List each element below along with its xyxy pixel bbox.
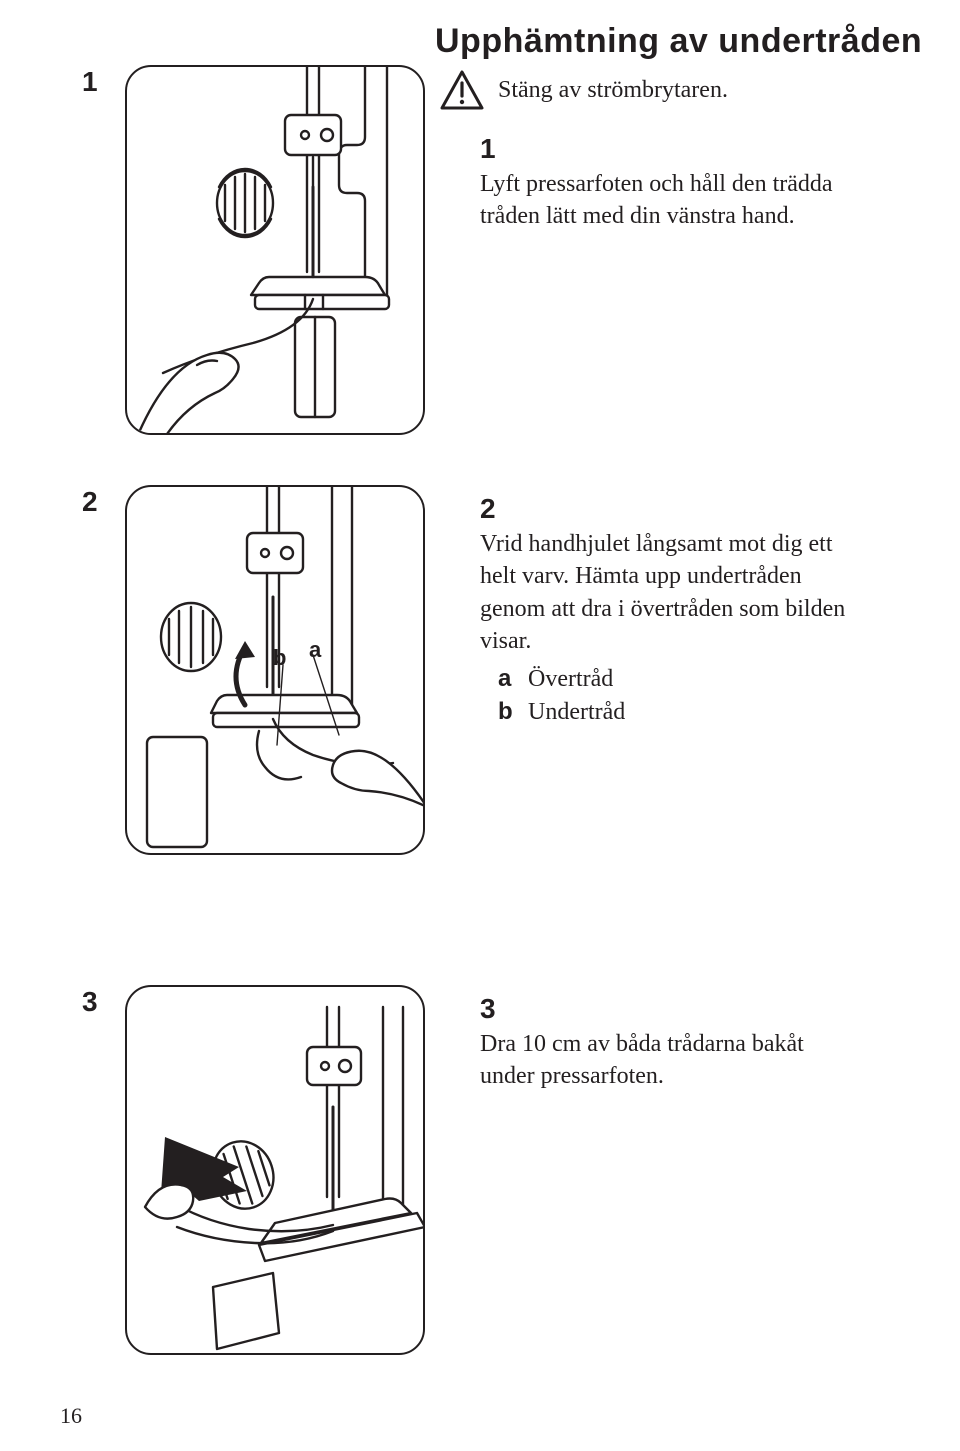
legend-row-b: b Undertråd (498, 696, 860, 728)
legend-label-a: Övertråd (528, 663, 613, 695)
instruction-1-number: 1 (480, 130, 516, 168)
warning-row: Stäng av strömbrytaren. (440, 70, 728, 110)
warning-text: Stäng av strömbrytaren. (498, 77, 728, 104)
instruction-2-text: Vrid handhjulet långsamt mot dig ett hel… (480, 531, 845, 654)
instruction-2: 2 Vrid handhjulet långsamt mot dig ett h… (480, 490, 900, 728)
instruction-3-text: Dra 10 cm av båda trådarna bakåt under p… (480, 1028, 860, 1093)
figure-2: a b (125, 485, 425, 855)
legend-label-b: Undertråd (528, 696, 625, 728)
manual-page: Upphämtning av undertråden Stäng av strö… (0, 0, 960, 1451)
legend-row-a: a Övertråd (498, 663, 860, 695)
figure-step-number-2: 2 (82, 486, 98, 518)
instruction-2-number: 2 (480, 490, 516, 528)
figure-3 (125, 985, 425, 1355)
figure-step-number-3: 3 (82, 986, 98, 1018)
callout-b: b (273, 645, 286, 671)
callout-a: a (309, 637, 321, 663)
warning-icon (440, 70, 484, 110)
figure-step-number-1: 1 (82, 66, 98, 98)
instruction-1-text: Lyft pressarfoten och håll den trädda tr… (480, 168, 860, 233)
figure-1 (125, 65, 425, 435)
page-number: 16 (60, 1403, 82, 1429)
legend: a Övertråd b Undertråd (498, 663, 860, 728)
instruction-3-number: 3 (480, 990, 516, 1028)
instruction-3: 3 Dra 10 cm av båda trådarna bakåt under… (480, 990, 900, 1093)
legend-key-a: a (498, 663, 516, 695)
page-title: Upphämtning av undertråden (435, 22, 922, 61)
instruction-1: 1 Lyft pressarfoten och håll den trädda … (480, 130, 900, 233)
instruction-2-body: Vrid handhjulet långsamt mot dig ett hel… (480, 528, 860, 728)
legend-key-b: b (498, 696, 516, 728)
